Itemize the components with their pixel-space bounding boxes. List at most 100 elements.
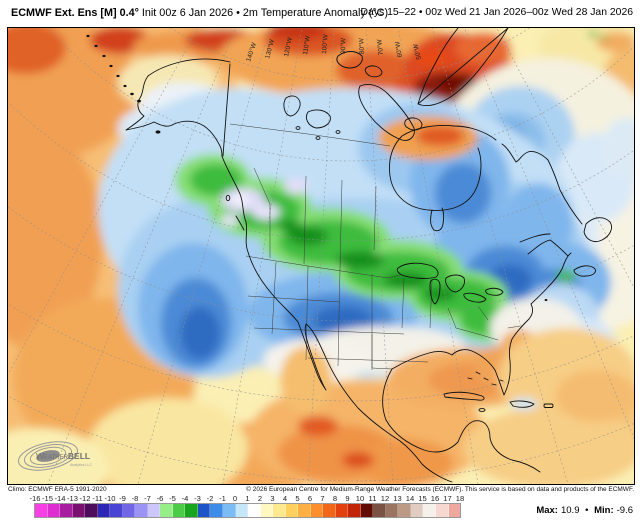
colorbar-segment (423, 504, 436, 517)
min-value: -9.6 (616, 505, 633, 516)
colorbar-tick-label: -12 (79, 494, 91, 503)
colorbar-segment (135, 504, 148, 517)
aleutian-islands (86, 34, 141, 103)
colorbar-segment (160, 504, 173, 517)
map-canvas: 140°W 130°W 120°W 110°W 100°W 90°W 80°W … (7, 27, 635, 485)
colorbar-tick-label: 3 (270, 494, 275, 503)
colorbar-segment (197, 504, 211, 517)
colorbar-tick-label: 8 (332, 494, 338, 503)
anomaly-map: 140°W 130°W 120°W 110°W 100°W 90°W 80°W … (8, 28, 634, 484)
colorbar-segment (348, 504, 361, 517)
colorbar-tick-label: -13 (67, 494, 78, 503)
colorbar-segment (235, 504, 249, 517)
colorbar-tick-label: 1 (245, 494, 250, 503)
colorbar-segment (273, 504, 286, 517)
colorbar-segment (147, 504, 161, 517)
header: ECMWF Ext. Ens [M] 0.4° Init 00z 6 Jan 2… (0, 0, 640, 26)
lon-label: 70°W (375, 38, 385, 56)
logo-text: WeatherBELL (36, 451, 90, 461)
colorbar-tick-label: -16 (29, 494, 41, 503)
colorbar-tick-label: 4 (282, 494, 288, 503)
climo-note: Climo: ECMWF ERA-5 1991-2020 (8, 486, 107, 493)
colorbar-segment (398, 504, 411, 517)
copyright-note: © 2026 European Centre for Medium-Range … (246, 486, 634, 493)
colorbar-segment (35, 504, 48, 517)
colorbar-tick-label: -8 (131, 494, 139, 503)
colorbar-segment (373, 504, 386, 517)
lon-label: 60°W (393, 40, 404, 58)
colorbar-tick-label: -11 (92, 494, 103, 503)
colorbar-segment (310, 504, 324, 517)
colorbar-tick-label: 5 (295, 494, 300, 503)
colorbar-segment (360, 504, 374, 517)
colorbar-tick-label: 18 (455, 494, 465, 503)
colorbar-segment (385, 504, 399, 517)
header-title: ECMWF Ext. Ens [M] 0.4° Init 00z 6 Jan 2… (11, 7, 388, 19)
extremes-separator: • (585, 505, 589, 516)
colorbar-tick-label: -4 (181, 494, 189, 503)
colorbar-segment (60, 504, 73, 517)
colorbar-tick-label: 13 (393, 494, 402, 503)
colorbar-segment (260, 504, 274, 517)
colorbar-tick-label: 14 (405, 494, 415, 503)
colorbar-segment (172, 504, 186, 517)
header-valid-range: Days 15–22 • 00z Wed 21 Jan 2026–00z Wed… (360, 7, 633, 18)
colorbar-segment (436, 504, 449, 517)
colorbar-tick-label: 15 (418, 494, 427, 503)
colorbar-tick-label: 11 (368, 494, 377, 503)
colorbar-tick-label: 6 (307, 494, 313, 503)
colorbar-tick-label: -3 (194, 494, 201, 503)
colorbar-segment (222, 504, 236, 517)
colorbar-segment (47, 504, 61, 517)
colorbar-tick-label: -7 (144, 494, 151, 503)
colorbar-segment (122, 504, 136, 517)
colorbar-tick-label: 10 (355, 494, 365, 503)
colorbar-tick-label: -9 (119, 494, 126, 503)
colorbar-tick-label: -6 (156, 494, 164, 503)
coastlines (125, 28, 613, 483)
colorbar-gradient (34, 503, 461, 518)
colorbar-tick-label: -2 (206, 494, 214, 503)
min-label: Min: (594, 505, 614, 516)
colorbar-tick-label: 2 (257, 494, 263, 503)
logo-subtext: Analytics LLC (70, 463, 92, 467)
colorbar-segment (298, 504, 311, 517)
lon-label: 50°W (411, 42, 423, 60)
colorbar-tick-label: -15 (42, 494, 53, 503)
colorbar-tick-label: 17 (443, 494, 452, 503)
colorbar-tick-label: -1 (219, 494, 226, 503)
colorbar-tick-label: 12 (380, 494, 390, 503)
colorbar-tick-label: 16 (430, 494, 440, 503)
lon-label: 90°W (339, 37, 347, 54)
colorbar-tick-label: 7 (320, 494, 325, 503)
colorbar-segment (210, 504, 223, 517)
init-and-variable: Init 00z 6 Jan 2026 • 2m Temperature Ano… (141, 7, 389, 19)
colorbar-segment (448, 504, 461, 517)
lon-label: 80°W (357, 37, 366, 54)
weatherbell-logo: WeatherBELL Analytics LLC (18, 441, 92, 471)
colorbar-segment (97, 504, 111, 517)
colorbar-segment (85, 504, 98, 517)
colorbar-segment (410, 504, 424, 517)
colorbar-tick-label: 0 (232, 494, 238, 503)
colorbar-segment (110, 504, 123, 517)
colorbar-ticks: -16 -15 -14 -13 -12 -11 -10 -9 -8 -7 -6 -5 -4 -3 -2 -1 0… (30, 494, 465, 503)
colorbar-segment (248, 504, 261, 517)
model-name: ECMWF Ext. Ens [M] 0.4° (11, 7, 139, 19)
lon-label: 100°W (320, 33, 330, 54)
colorbar-segment (285, 504, 299, 517)
colorbar-tick-label: -14 (54, 494, 66, 503)
graticule (8, 28, 634, 484)
max-value: 10.9 (560, 505, 580, 516)
extremes-readout: Max: 10.9 • Min: -9.6 (533, 505, 633, 516)
colorbar-segment (185, 504, 198, 517)
colorbar-tick-label: -10 (104, 494, 116, 503)
colorbar-tick-label: 9 (345, 494, 350, 503)
colorbar-segment (323, 504, 336, 517)
colorbar-segment (335, 504, 349, 517)
colorbar-segment (72, 504, 86, 517)
lon-label: 110°W (301, 34, 312, 55)
anomaly-field (8, 28, 634, 484)
political-borders (229, 123, 521, 370)
